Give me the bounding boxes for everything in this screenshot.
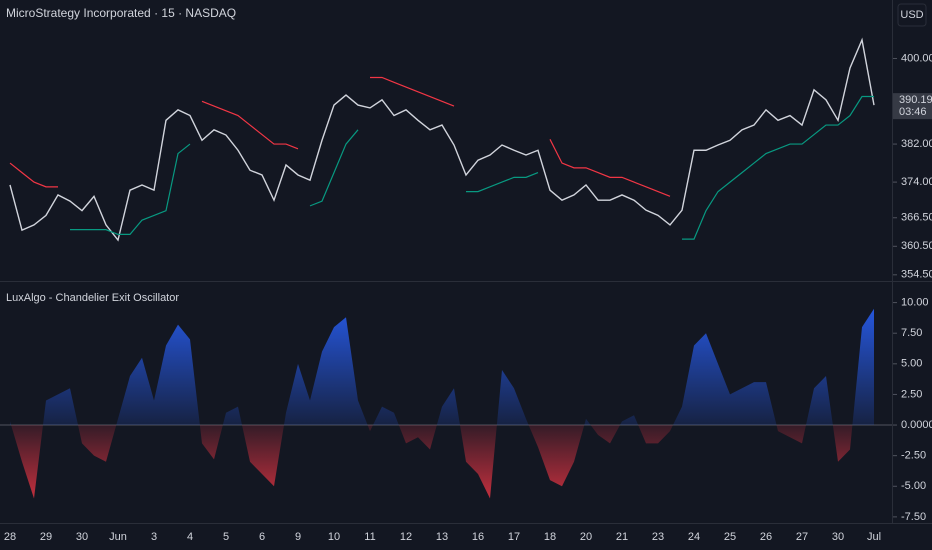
x-tick-label: 28: [4, 531, 16, 543]
x-tick-label: 9: [295, 531, 301, 543]
x-tick-label: 17: [508, 531, 520, 543]
chart-title: MicroStrategy Incorporated · 15 · NASDAQ: [6, 6, 236, 20]
stop-line: [9, 76, 671, 197]
x-tick-label: 18: [544, 531, 556, 543]
x-tick-label: 6: [259, 531, 265, 543]
currency-button[interactable]: [897, 3, 927, 27]
x-tick-label: 24: [688, 531, 700, 543]
oscillator-area: [10, 308, 874, 499]
y-tick-label: 354.50: [901, 269, 932, 281]
x-tick-label: 23: [652, 531, 664, 543]
y-tick-label: 10.00: [901, 296, 929, 308]
price-tag-value: 390.19: [899, 94, 932, 106]
y-tick-label: 360.50: [901, 240, 932, 252]
y-tick-label: -7.50: [901, 511, 926, 523]
y-tick-label: 374.00: [901, 176, 932, 188]
y-tick-label: 7.50: [901, 327, 922, 339]
x-tick-label: 11: [364, 531, 375, 543]
y-tick-label: -5.00: [901, 480, 926, 492]
x-tick-label: 30: [832, 531, 844, 543]
x-tick-label: 26: [760, 531, 772, 543]
price-tag: [893, 93, 932, 120]
x-tick-label: 16: [472, 531, 484, 543]
price-tag-countdown: 03:46: [899, 106, 927, 118]
x-tick-label: 30: [76, 531, 88, 543]
stop-line: [70, 95, 874, 240]
y-tick-label: 5.00: [901, 358, 922, 370]
x-tick-label: 5: [223, 531, 229, 543]
x-tick-label: Jun: [109, 531, 127, 543]
x-tick-label: Jul: [867, 531, 881, 543]
price-line: [9, 37, 875, 242]
x-tick-label: 3: [151, 531, 157, 543]
y-tick-label: 0.0000: [901, 419, 932, 431]
x-tick-label: 29: [40, 531, 52, 543]
y-tick-label: 400.00: [901, 52, 932, 64]
y-tick-label: -2.50: [901, 450, 926, 462]
x-tick-label: 21: [616, 531, 628, 543]
x-tick-label: 13: [436, 531, 448, 543]
x-tick-label: 12: [400, 531, 412, 543]
x-tick-label: 20: [580, 531, 592, 543]
y-tick-label: 366.50: [901, 212, 932, 224]
y-tick-label: 382.00: [901, 138, 932, 150]
currency-label: USD: [900, 9, 923, 21]
x-tick-label: 25: [724, 531, 736, 543]
x-tick-label: 10: [328, 531, 340, 543]
x-tick-label: 4: [187, 531, 193, 543]
x-tick-label: 27: [796, 531, 808, 543]
y-tick-label: 2.50: [901, 388, 922, 400]
indicator-title: LuxAlgo - Chandelier Exit Oscillator: [6, 292, 179, 304]
